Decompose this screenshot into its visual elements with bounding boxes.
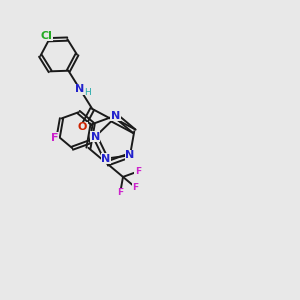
Text: N: N [75, 84, 85, 94]
Text: H: H [84, 88, 91, 97]
Text: N: N [91, 132, 100, 142]
Text: F: F [117, 188, 123, 197]
Text: N: N [111, 111, 120, 121]
Text: F: F [51, 133, 59, 143]
Text: O: O [78, 122, 87, 132]
Text: F: F [132, 183, 138, 192]
Text: Cl: Cl [41, 31, 52, 41]
Text: F: F [135, 167, 141, 176]
Text: N: N [125, 150, 135, 160]
Text: N: N [101, 154, 110, 164]
